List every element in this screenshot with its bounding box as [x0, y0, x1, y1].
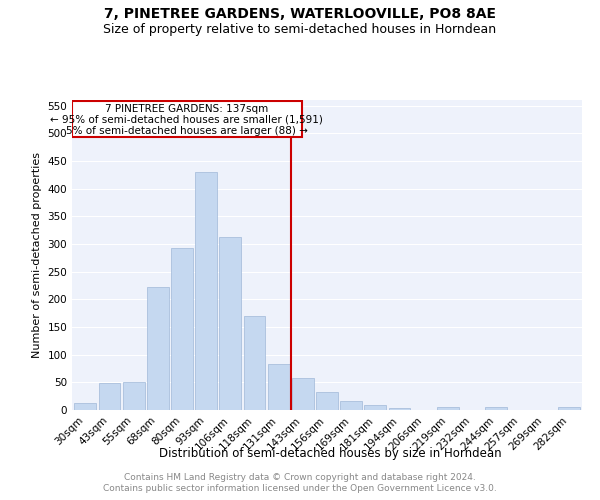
Bar	[340, 400, 362, 410]
Y-axis label: Number of semi-detached properties: Number of semi-detached properties	[32, 152, 42, 358]
Text: 7, PINETREE GARDENS, WATERLOOVILLE, PO8 8AE: 7, PINETREE GARDENS, WATERLOOVILLE, PO8 …	[104, 8, 496, 22]
Bar	[74, 403, 96, 410]
Text: Size of property relative to semi-detached houses in Horndean: Size of property relative to semi-detach…	[103, 22, 497, 36]
Bar	[220, 238, 241, 410]
Bar	[147, 287, 169, 410]
Bar	[364, 405, 386, 410]
Text: Distribution of semi-detached houses by size in Horndean: Distribution of semi-detached houses by …	[158, 448, 502, 460]
Text: 7 PINETREE GARDENS: 137sqm: 7 PINETREE GARDENS: 137sqm	[105, 104, 268, 115]
Bar	[437, 406, 459, 410]
Text: ← 95% of semi-detached houses are smaller (1,591): ← 95% of semi-detached houses are smalle…	[50, 114, 323, 124]
Bar	[72, 101, 302, 137]
Bar	[195, 172, 217, 410]
Bar	[171, 248, 193, 410]
Text: Contains public sector information licensed under the Open Government Licence v3: Contains public sector information licen…	[103, 484, 497, 493]
Bar	[244, 316, 265, 410]
Bar	[123, 382, 145, 410]
Text: 5% of semi-detached houses are larger (88) →: 5% of semi-detached houses are larger (8…	[66, 126, 308, 136]
Bar	[292, 378, 314, 410]
Bar	[268, 364, 290, 410]
Bar	[558, 407, 580, 410]
Bar	[485, 407, 507, 410]
Bar	[389, 408, 410, 410]
Bar	[98, 383, 121, 410]
Bar	[316, 392, 338, 410]
Text: Contains HM Land Registry data © Crown copyright and database right 2024.: Contains HM Land Registry data © Crown c…	[124, 472, 476, 482]
